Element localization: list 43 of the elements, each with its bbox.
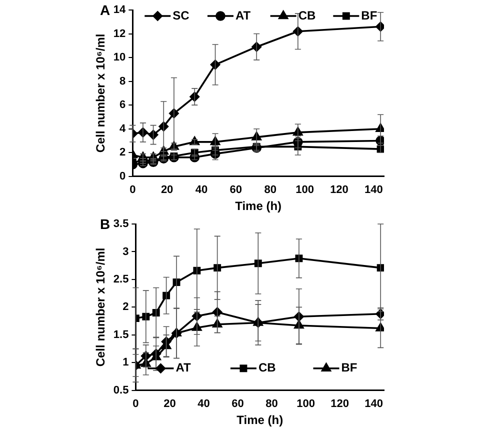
y-tick-label: 12: [113, 28, 126, 40]
x-tick-label: 80: [266, 398, 278, 410]
y-tick-label: 2: [122, 301, 129, 314]
x-tick-label: 80: [264, 184, 276, 196]
x-axis-title: Time (h): [235, 199, 282, 214]
y-tick-label: 10: [113, 52, 126, 64]
x-tick-label: 140: [364, 398, 383, 410]
legend-label: BF: [361, 8, 378, 22]
legend-label: AT: [235, 8, 252, 22]
x-tick-label: 100: [296, 398, 315, 410]
y-tick-label: 6: [120, 99, 126, 112]
y-tick-label: 8: [120, 75, 126, 88]
chart-title: B: [100, 216, 110, 232]
y-tick-label: 1: [122, 356, 129, 369]
x-tick-label: 60: [232, 398, 244, 410]
y-tick-label: 0: [120, 170, 126, 182]
x-tick-label: 60: [230, 184, 242, 196]
x-tick-label: 100: [296, 184, 314, 196]
y-axis-title: Cell number x 10⁶/ml: [94, 248, 108, 367]
y-tick-label: 2.5: [113, 274, 129, 286]
legend-label: AT: [176, 360, 192, 375]
y-tick-label: 0.5: [113, 384, 129, 396]
x-tick-label: 40: [198, 398, 210, 410]
legend-label: SC: [172, 8, 190, 22]
legend-label: BF: [341, 360, 358, 375]
x-tick-label: 0: [132, 398, 139, 410]
x-tick-label: 140: [364, 184, 383, 196]
legend-label: CB: [298, 8, 316, 22]
legend-label: CB: [258, 360, 276, 375]
x-tick-label: 40: [195, 184, 208, 196]
y-tick-label: 14: [113, 4, 127, 16]
x-tick-label: 120: [330, 184, 348, 196]
x-tick-label: 120: [330, 398, 349, 410]
y-tick-label: 3.5: [113, 218, 129, 230]
y-tick-label: 2: [120, 146, 126, 159]
y-tick-label: 1.5: [113, 328, 129, 341]
y-tick-label: 4: [120, 122, 127, 135]
x-tick-label: 20: [164, 398, 176, 410]
x-axis-title: Time (h): [236, 413, 284, 428]
chart-title: A: [100, 2, 110, 18]
x-tick-label: 20: [160, 184, 174, 196]
y-axis-title: Cell number x 10⁶/ml: [94, 34, 108, 153]
y-tick-label: 3: [122, 246, 129, 258]
